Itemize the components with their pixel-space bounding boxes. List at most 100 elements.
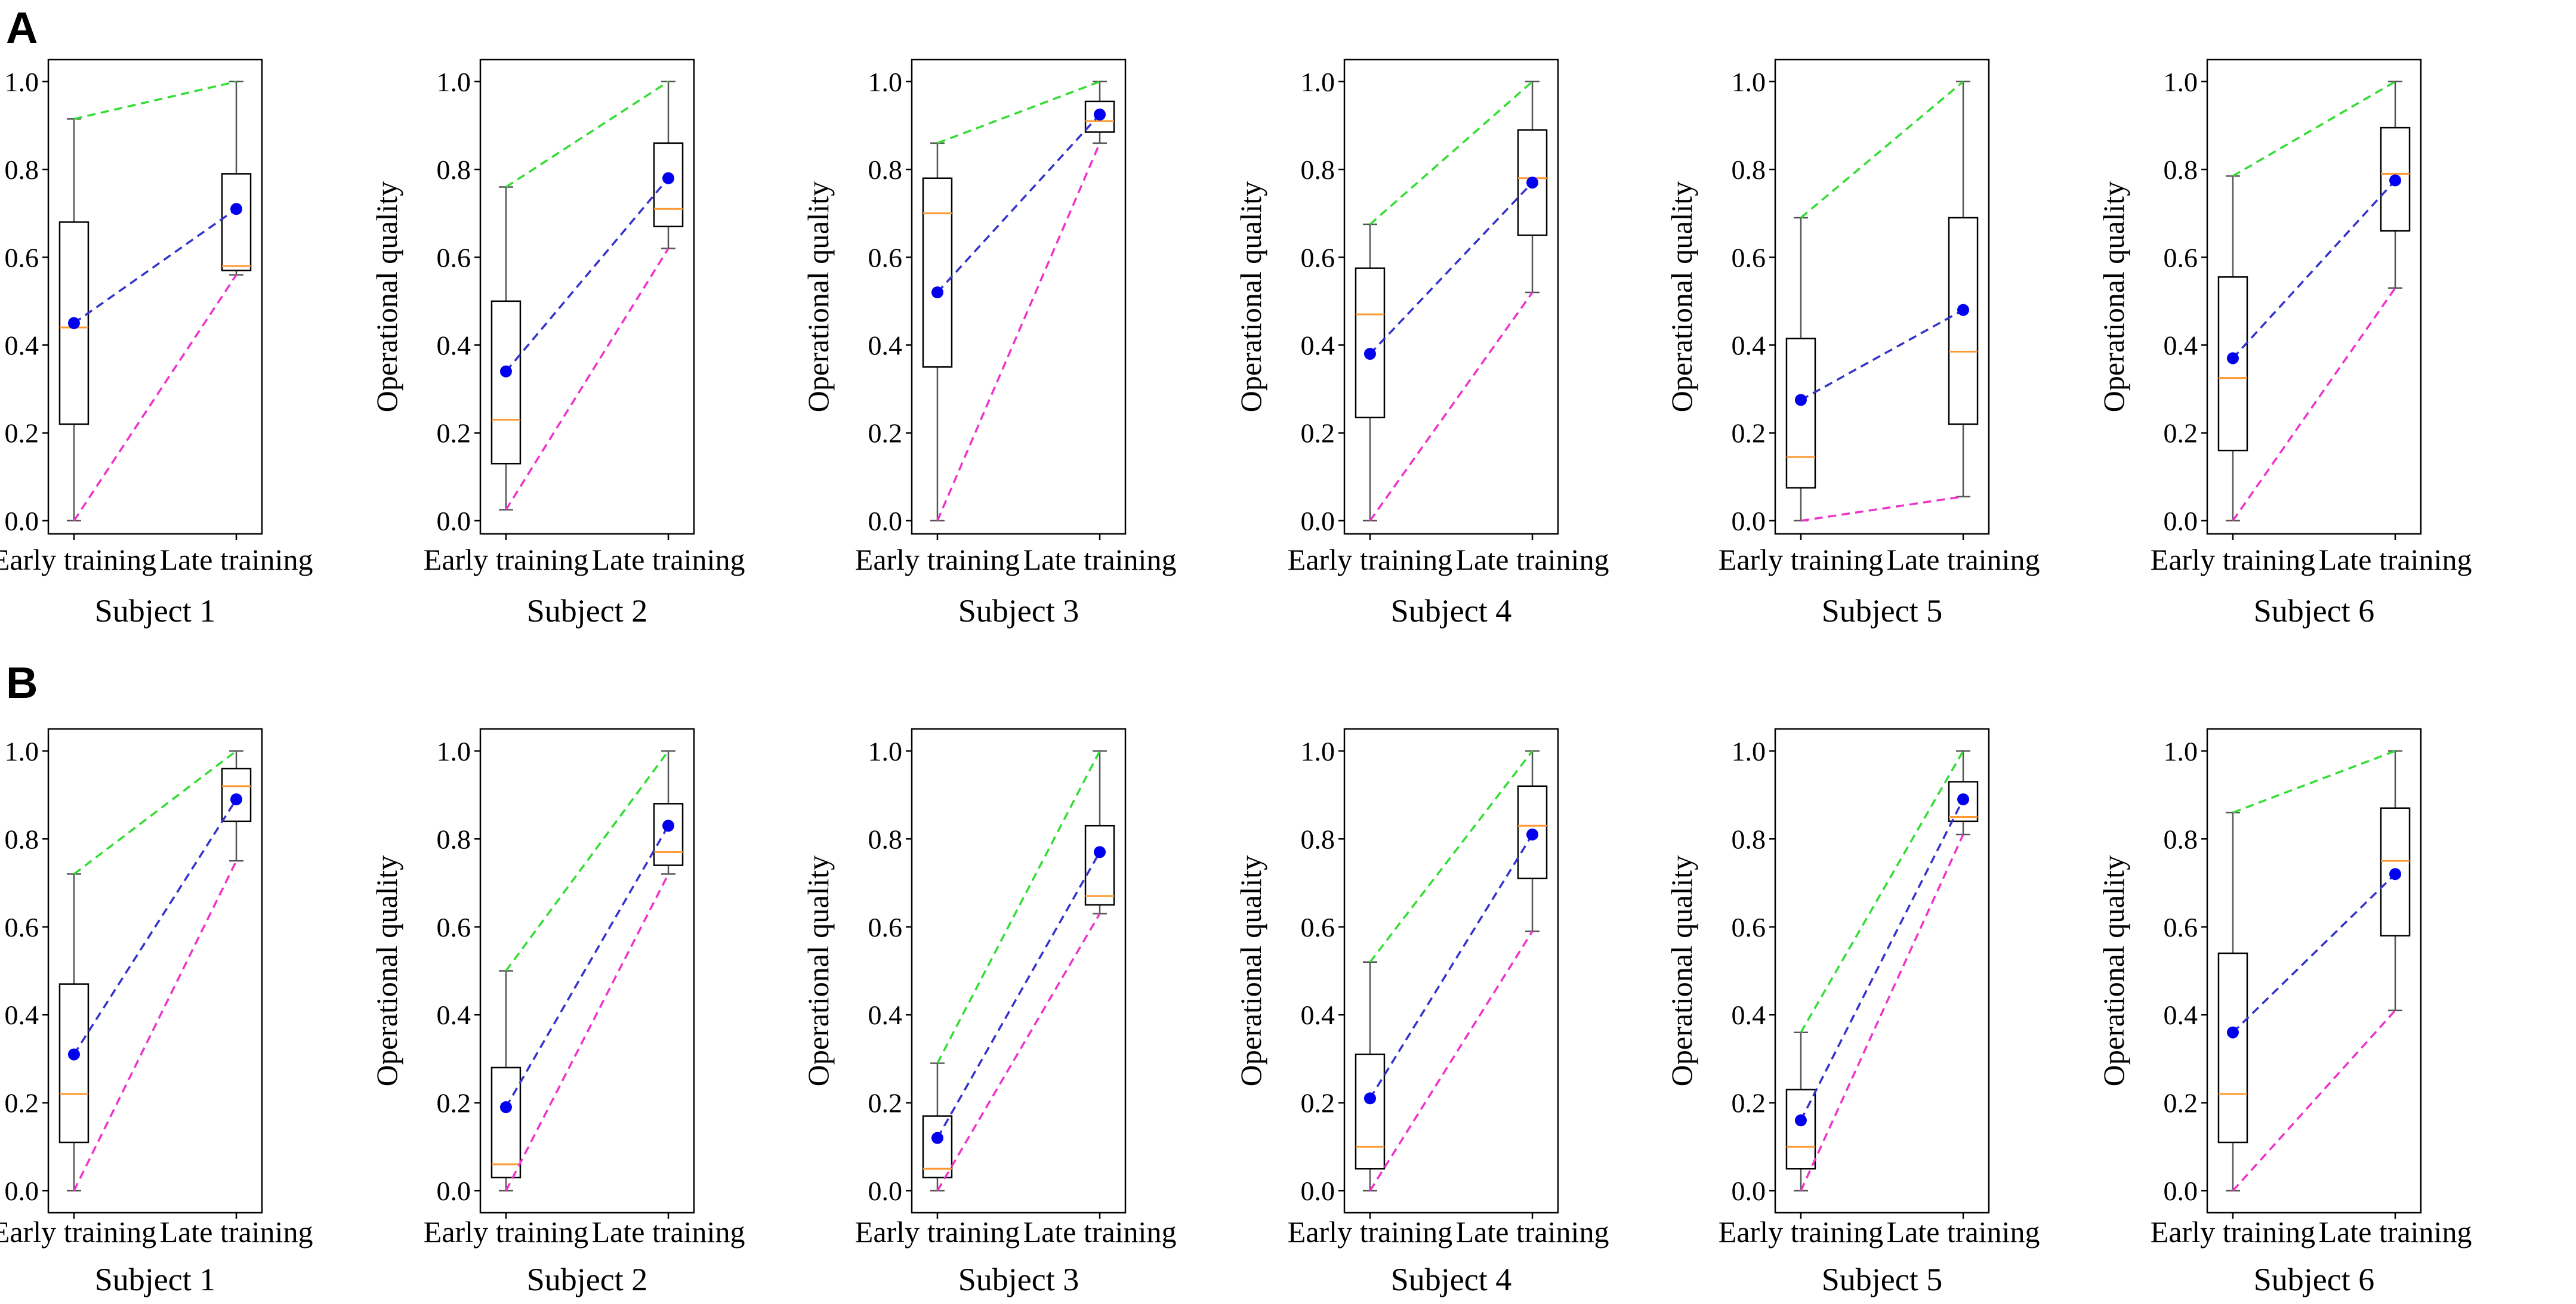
x-tick-label: Late training xyxy=(1023,543,1177,576)
axes-frame xyxy=(479,58,695,535)
panel-label-b: B xyxy=(6,658,38,707)
mean-point xyxy=(2226,1026,2239,1039)
mean-point xyxy=(1363,1092,1376,1105)
y-tick-label: 0.8 xyxy=(2164,824,2198,854)
y-tick-label: 0.2 xyxy=(2164,1088,2198,1118)
y-tick-label: 0.0 xyxy=(2164,506,2198,536)
subplot-title: Subject 6 xyxy=(2254,1262,2374,1297)
mean-dashed-line xyxy=(1369,834,1534,1099)
axes-frame xyxy=(911,728,1127,1214)
axes-frame xyxy=(911,58,1127,535)
y-tick-label: 0.4 xyxy=(1732,330,1766,360)
subplot-a-4: 0.0 0.2 0.4 0.6 0.8 1.0 Early training Late tra… xyxy=(1234,58,1609,629)
max-dashed-line xyxy=(73,750,237,875)
axes-frame xyxy=(1343,728,1559,1214)
x-tick-label: Late training xyxy=(592,543,745,576)
max-dashed-line xyxy=(1369,750,1534,963)
y-tick-label: 0.6 xyxy=(5,912,39,943)
box xyxy=(2217,276,2248,452)
y-tick-label: 0.0 xyxy=(2164,1176,2198,1206)
y-tick-label: 0.8 xyxy=(437,824,471,854)
max-dashed-line xyxy=(1800,750,1964,1033)
y-tick-label: 1.0 xyxy=(868,736,903,767)
mean-dashed-line xyxy=(936,851,1101,1139)
box xyxy=(58,983,90,1144)
mean-point xyxy=(1363,348,1376,360)
y-axis-label: Operational quality xyxy=(1234,855,1267,1086)
box xyxy=(490,1067,522,1179)
subplot-title: Subject 6 xyxy=(2254,593,2374,629)
mean-point xyxy=(931,286,943,299)
x-tick-label: Late training xyxy=(1023,1215,1177,1249)
min-dashed-line xyxy=(2232,1009,2396,1192)
box xyxy=(2217,952,2248,1144)
y-tick-label: 1.0 xyxy=(437,67,471,97)
subplot-title: Subject 3 xyxy=(958,593,1079,629)
y-tick-label: 1.0 xyxy=(868,67,903,97)
y-axis-label: Operational quality xyxy=(2097,181,2130,412)
max-dashed-line xyxy=(73,81,237,120)
y-axis-label: Operational quality xyxy=(1234,181,1267,412)
y-tick-label: 0.6 xyxy=(1301,242,1335,273)
max-dashed-line xyxy=(2232,750,2396,814)
box xyxy=(922,177,953,368)
y-tick-label: 0.4 xyxy=(5,1000,39,1030)
y-tick-label: 0.6 xyxy=(868,912,903,943)
y-tick-label: 0.2 xyxy=(1301,418,1335,449)
y-tick-label: 0.2 xyxy=(5,418,39,449)
y-tick-label: 0.0 xyxy=(5,506,39,536)
subplot-title: Subject 2 xyxy=(527,1262,647,1297)
max-dashed-line xyxy=(505,81,669,188)
subplot-b-4: 0.0 0.2 0.4 0.6 0.8 1.0 Early training Late tra… xyxy=(1234,728,1609,1297)
y-tick-label: 1.0 xyxy=(1301,67,1335,97)
x-tick-label: Early training xyxy=(855,543,1020,576)
y-tick-label: 1.0 xyxy=(2164,67,2198,97)
mean-dashed-line xyxy=(73,208,237,325)
y-tick-label: 0.8 xyxy=(5,154,39,185)
y-tick-label: 0.4 xyxy=(1301,330,1335,360)
y-axis-label: Operational quality xyxy=(370,855,403,1086)
subplot-a-5: 0.0 0.2 0.4 0.6 0.8 1.0 Early training Late tra… xyxy=(1665,58,2040,629)
y-tick-label: 0.6 xyxy=(2164,242,2198,273)
mean-point xyxy=(1794,394,1807,406)
min-dashed-line xyxy=(73,274,237,521)
x-tick-label: Early training xyxy=(855,1215,1020,1249)
y-tick-label: 0.0 xyxy=(1301,506,1335,536)
mean-dashed-line xyxy=(936,113,1101,293)
y-tick-label: 0.0 xyxy=(437,506,471,536)
y-tick-label: 0.4 xyxy=(2164,330,2198,360)
min-dashed-line xyxy=(1369,292,1534,521)
axes-frame xyxy=(2206,58,2422,535)
y-tick-label: 0.8 xyxy=(868,154,903,185)
y-tick-label: 0.4 xyxy=(1301,1000,1335,1030)
y-tick-label: 0.4 xyxy=(5,330,39,360)
y-axis-label: Operational quality xyxy=(1665,855,1698,1086)
y-tick-label: 0.0 xyxy=(868,1176,903,1206)
box xyxy=(2380,126,2411,232)
y-tick-label: 0.8 xyxy=(1301,824,1335,854)
y-axis-label: Operational quality xyxy=(370,181,403,412)
box xyxy=(221,768,252,823)
min-dashed-line xyxy=(1369,931,1534,1192)
y-tick-label: 0.2 xyxy=(1301,1088,1335,1118)
box xyxy=(1355,1053,1386,1170)
mean-point xyxy=(2389,174,2402,187)
max-dashed-line xyxy=(505,750,670,972)
subplot-title: Subject 1 xyxy=(95,1262,215,1297)
mean-dashed-line xyxy=(1369,181,1534,355)
y-tick-label: 0.2 xyxy=(868,1088,903,1118)
min-dashed-line xyxy=(73,860,237,1191)
min-dashed-line xyxy=(936,913,1101,1192)
mean-point xyxy=(499,365,512,378)
mean-point xyxy=(1094,109,1106,121)
y-tick-label: 0.4 xyxy=(437,330,471,360)
mean-point xyxy=(1957,793,1970,805)
y-axis-label: Operational quality xyxy=(801,855,835,1086)
y-axis-label: Operational quality xyxy=(2097,855,2130,1086)
box xyxy=(1785,338,1816,489)
mean-point xyxy=(67,1048,80,1061)
mean-dashed-line xyxy=(505,177,670,372)
y-tick-label: 0.0 xyxy=(868,506,903,536)
mean-point xyxy=(2226,352,2239,364)
